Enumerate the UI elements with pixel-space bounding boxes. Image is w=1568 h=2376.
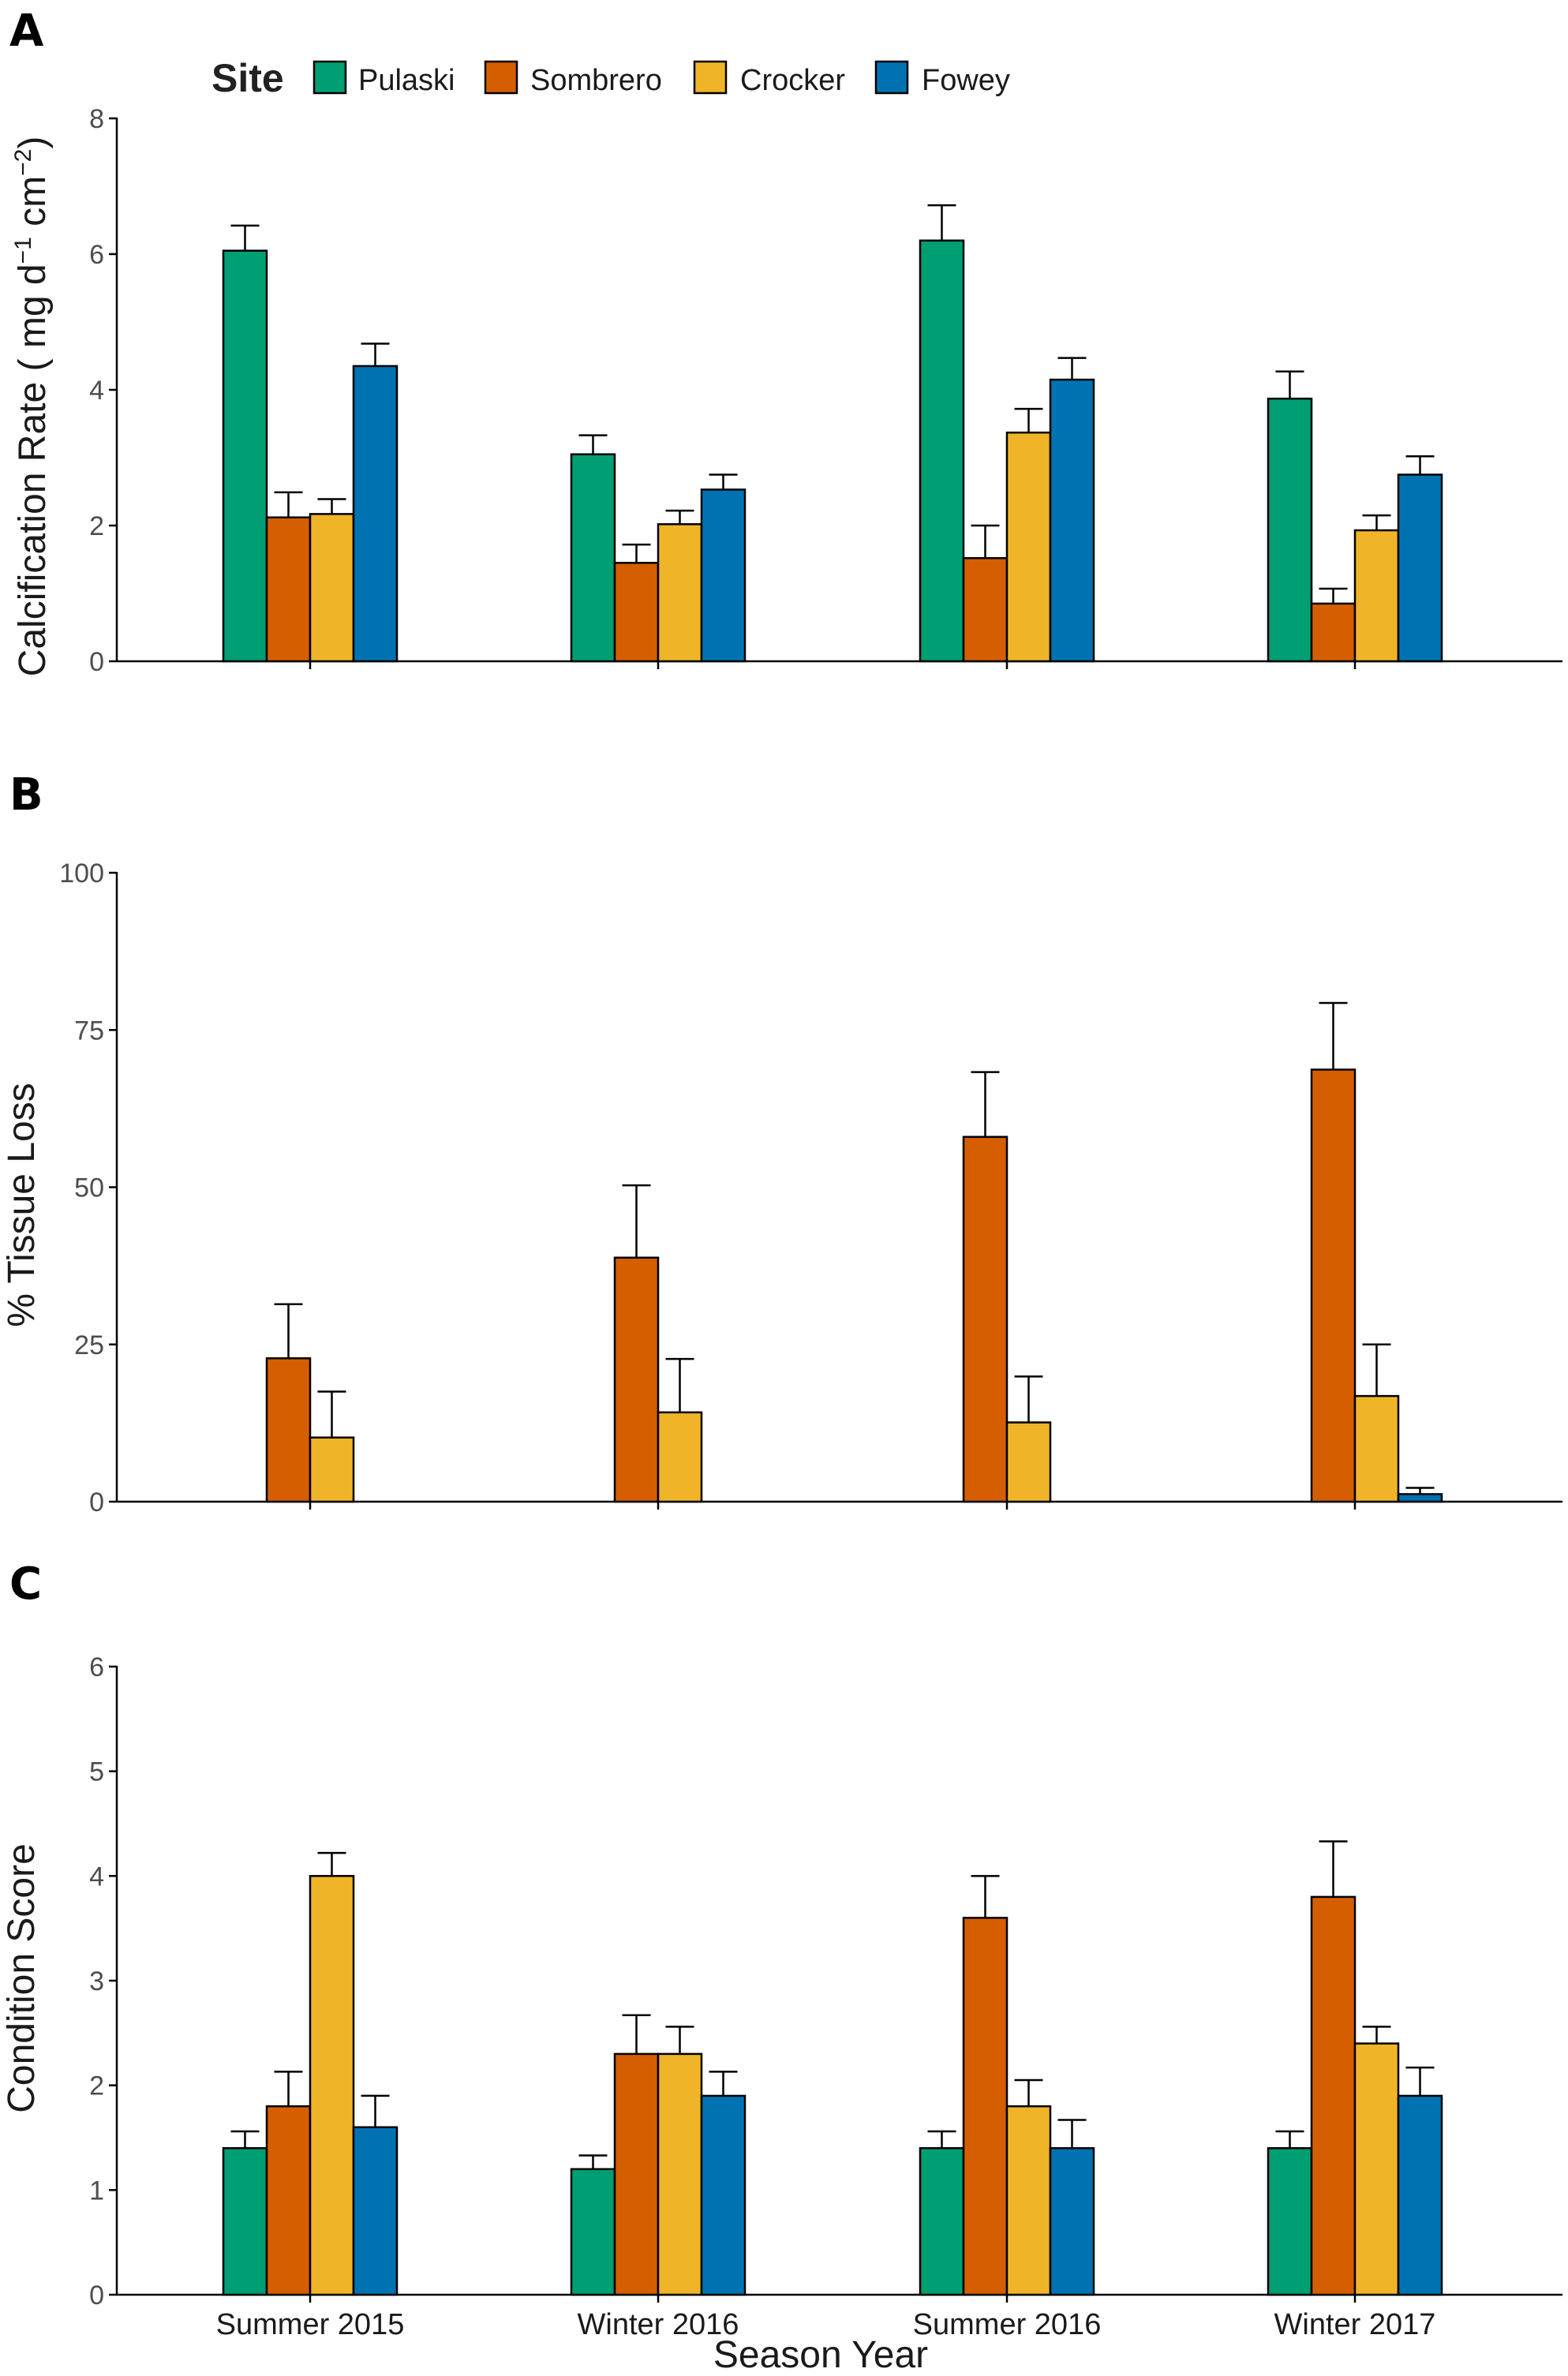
panel-c-y-tick-label: 3 (89, 1966, 104, 1996)
panel-b-y-axis-title: % Tissue Loss (1, 1083, 43, 1326)
panel-b-plot: 0 25 50 75 100 (59, 859, 1562, 1517)
panel-c-bar-pulaski-summer-2015 (222, 2147, 268, 2296)
legend-title: Site (211, 56, 284, 100)
panel-a-y-tick-label: 4 (89, 376, 104, 406)
panel-c-bar-fowey-winter-2016 (700, 2094, 747, 2296)
panel-a-bar-crocker-summer-2016 (1005, 431, 1052, 663)
legend-label-crocker: Crocker (740, 64, 845, 97)
panel-c-bar-sombrero-summer-2016 (962, 1917, 1009, 2296)
panel-label-b: B (9, 769, 43, 821)
legend-swatch-fowey (874, 60, 909, 95)
panel-b-y-tick-label: 0 (89, 1487, 104, 1517)
panel-c-bar-pulaski-winter-2017 (1267, 2147, 1313, 2296)
panel-a-bar-fowey-winter-2017 (1397, 473, 1443, 663)
panel-c-x-tick-label-summer-2016: Summer 2016 (913, 2308, 1102, 2341)
panel-a-plot: 0 2 4 6 8 (89, 104, 1562, 677)
panel-a-y-tick-label: 8 (89, 104, 104, 134)
legend-label-sombrero: Sombrero (530, 64, 662, 97)
panel-label-c: C (9, 1558, 42, 1610)
panel-c-bar-fowey-summer-2016 (1049, 2147, 1095, 2296)
panel-a-y-tick-label: 2 (89, 511, 104, 541)
x-axis-title: Season Year (713, 2334, 928, 2376)
panel-c-bar-sombrero-summer-2015 (265, 2105, 312, 2296)
panel-a-y-tick-label: 0 (89, 647, 104, 677)
panel-c-x-tick-label-summer-2015: Summer 2015 (216, 2308, 405, 2341)
panel-c-y-axis-title: Condition Score (1, 1843, 43, 2113)
panel-b-bar-crocker-winter-2017 (1353, 1394, 1400, 1503)
panel-a-bar-fowey-summer-2016 (1049, 378, 1095, 663)
panel-c-bar-crocker-summer-2015 (309, 1875, 355, 2296)
panel-a-bar-fowey-summer-2015 (352, 365, 399, 663)
panel-b-bar-sombrero-winter-2017 (1310, 1068, 1357, 1503)
panel-a-bar-fowey-winter-2016 (700, 488, 747, 663)
panel-c-y-tick-label: 4 (89, 1862, 104, 1891)
panel-a-bar-crocker-winter-2017 (1353, 529, 1400, 663)
panel-b-y-tick-label: 25 (74, 1330, 104, 1360)
panel-c-bar-pulaski-winter-2016 (570, 2168, 616, 2296)
panel-a-bar-sombrero-summer-2016 (962, 557, 1009, 663)
panel-a-bar-pulaski-summer-2016 (919, 239, 965, 663)
panel-b-y-tick-label: 75 (74, 1016, 104, 1046)
panel-b-bar-crocker-summer-2015 (309, 1436, 355, 1503)
panel-c-y-tick-label: 6 (89, 1652, 104, 1682)
panel-b-y-tick-label: 50 (74, 1173, 104, 1203)
panel-c-y-tick-label: 0 (89, 2281, 104, 2311)
panel-b-bar-sombrero-winter-2016 (613, 1256, 660, 1503)
panel-c-bar-sombrero-winter-2017 (1310, 1895, 1357, 2296)
panel-c-x-tick-label-winter-2017: Winter 2017 (1274, 2308, 1436, 2341)
panel-c-y-tick-label: 2 (89, 2071, 104, 2101)
panel-c-bar-crocker-winter-2017 (1353, 2042, 1400, 2296)
panel-label-a: A (9, 6, 44, 57)
panel-b-bar-fowey-winter-2017 (1397, 1493, 1443, 1503)
panel-c-bar-pulaski-summer-2016 (919, 2147, 965, 2296)
panel-c-x-tick-label-winter-2016: Winter 2016 (578, 2308, 739, 2341)
panel-b-bar-crocker-winter-2016 (657, 1411, 703, 1503)
panel-c-bar-crocker-summer-2016 (1005, 2105, 1052, 2296)
panel-c-bar-fowey-summer-2015 (352, 2126, 399, 2296)
legend-label-fowey: Fowey (922, 64, 1010, 97)
panel-a-bar-sombrero-winter-2016 (613, 562, 660, 663)
panel-a-bar-sombrero-winter-2017 (1310, 602, 1357, 663)
panel-b-y-tick-label: 100 (59, 859, 104, 889)
panel-b-bar-sombrero-summer-2016 (962, 1136, 1009, 1503)
legend: Site Pulaski Sombrero Crocker Fowey (211, 56, 1010, 100)
legend-swatch-sombrero (484, 60, 518, 95)
panel-a-bar-crocker-winter-2016 (657, 523, 703, 663)
panel-c-bar-sombrero-winter-2016 (613, 2052, 660, 2296)
panel-b-bar-sombrero-summer-2015 (265, 1357, 312, 1503)
panel-a-bar-sombrero-summer-2015 (265, 516, 312, 663)
panel-a-bar-pulaski-winter-2016 (570, 453, 616, 663)
panel-c-bar-crocker-winter-2016 (657, 2052, 703, 2296)
panel-b-bar-crocker-summer-2016 (1005, 1421, 1052, 1503)
legend-label-pulaski: Pulaski (358, 64, 455, 97)
panel-c-y-tick-label: 1 (89, 2176, 104, 2206)
panel-c-y-tick-label: 5 (89, 1757, 104, 1787)
panel-a-y-axis-title: Calcification Rate ( mg d−1 cm−2) (10, 137, 54, 677)
panel-a-bar-pulaski-summer-2015 (222, 249, 268, 663)
panel-a-bar-crocker-summer-2015 (309, 513, 355, 663)
panel-c-bar-fowey-winter-2017 (1397, 2094, 1443, 2296)
legend-swatch-pulaski (312, 60, 347, 95)
panel-c-plot: 0 1 2 3 4 5 6 Summer 2015 Winter 2016 Summer 2016… (89, 1652, 1562, 2341)
panel-a-y-tick-label: 6 (89, 240, 104, 270)
panel-a-bar-pulaski-winter-2017 (1267, 397, 1313, 663)
legend-swatch-crocker (693, 60, 728, 95)
